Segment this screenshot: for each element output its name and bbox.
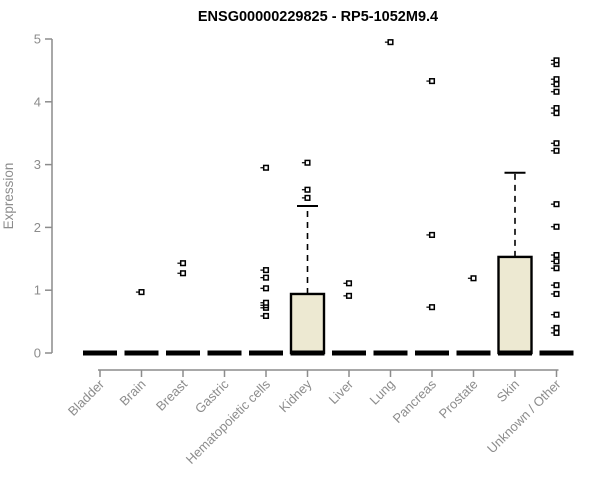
outlier-point [553, 110, 560, 117]
outlier-point [553, 290, 560, 298]
median-bar [166, 350, 200, 356]
outlier-point [553, 251, 560, 259]
x-tick-label: Lung [367, 377, 398, 408]
y-axis-label: Expression [1, 163, 16, 230]
y-tick-label: 1 [34, 283, 41, 298]
outlier-point [553, 147, 560, 154]
outlier-point [304, 159, 311, 166]
outlier-point [304, 194, 311, 201]
outlier-point [553, 265, 560, 272]
median-bar [332, 350, 366, 356]
outlier-point [345, 292, 353, 299]
outlier-point [179, 260, 187, 267]
y-tick-label: 4 [34, 94, 41, 109]
outlier-point [553, 88, 560, 95]
x-tick-label: Gastric [192, 376, 232, 416]
y-tick-label: 3 [34, 157, 41, 172]
chart-title: ENSG00000229825 - RP5-1052M9.4 [198, 9, 438, 25]
x-tick-label: Prostate [436, 377, 481, 422]
x-tick-label: Breast [153, 376, 190, 413]
x-tick-label: Unknown / Other [484, 376, 564, 456]
median-bar [415, 350, 449, 356]
box [289, 292, 326, 355]
median-bar [498, 350, 532, 356]
x-tick-label: Pancreas [390, 376, 440, 426]
outlier-point [553, 105, 560, 112]
outlier-point [553, 201, 560, 208]
outlier-point [553, 57, 560, 64]
outlier-point [179, 270, 187, 277]
outlier-point [262, 285, 270, 292]
outlier-point [553, 311, 560, 318]
box [497, 255, 533, 355]
outlier-point [428, 78, 436, 85]
x-tick-label: Liver [326, 376, 357, 407]
x-tick-label: Kidney [276, 376, 315, 415]
outlier-point [138, 289, 145, 296]
y-tick-label: 0 [34, 346, 41, 361]
median-bar [290, 350, 325, 356]
outlier-point [553, 223, 560, 230]
outlier-point [262, 312, 270, 319]
median-bar [456, 350, 491, 356]
median-bar [249, 350, 283, 356]
x-tick-label: Brain [117, 377, 149, 409]
median-bar [539, 350, 574, 356]
x-tick-label: Bladder [65, 376, 108, 419]
outlier-point [553, 140, 560, 147]
y-tick-label: 2 [34, 220, 41, 235]
outlier-point [428, 304, 436, 311]
outlier-point [553, 324, 560, 331]
median-bar [124, 350, 159, 356]
outlier-point [553, 76, 560, 83]
outlier-point [553, 258, 560, 265]
median-bar [83, 350, 117, 356]
outlier-point [553, 282, 560, 289]
outlier-point [262, 299, 270, 306]
outlier-point [262, 267, 270, 274]
outlier-point [262, 274, 270, 281]
outlier-point [553, 81, 560, 88]
y-tick-label: 5 [34, 32, 41, 47]
outlier-point [428, 231, 436, 238]
outlier-point [345, 280, 353, 287]
outlier-point [304, 186, 311, 193]
median-bar [207, 350, 242, 356]
outlier-point [470, 275, 477, 282]
outlier-point [387, 39, 394, 46]
outlier-point [553, 329, 560, 336]
x-tick-label: Skin [494, 377, 522, 405]
outlier-point [262, 164, 270, 171]
median-bar [373, 350, 408, 356]
